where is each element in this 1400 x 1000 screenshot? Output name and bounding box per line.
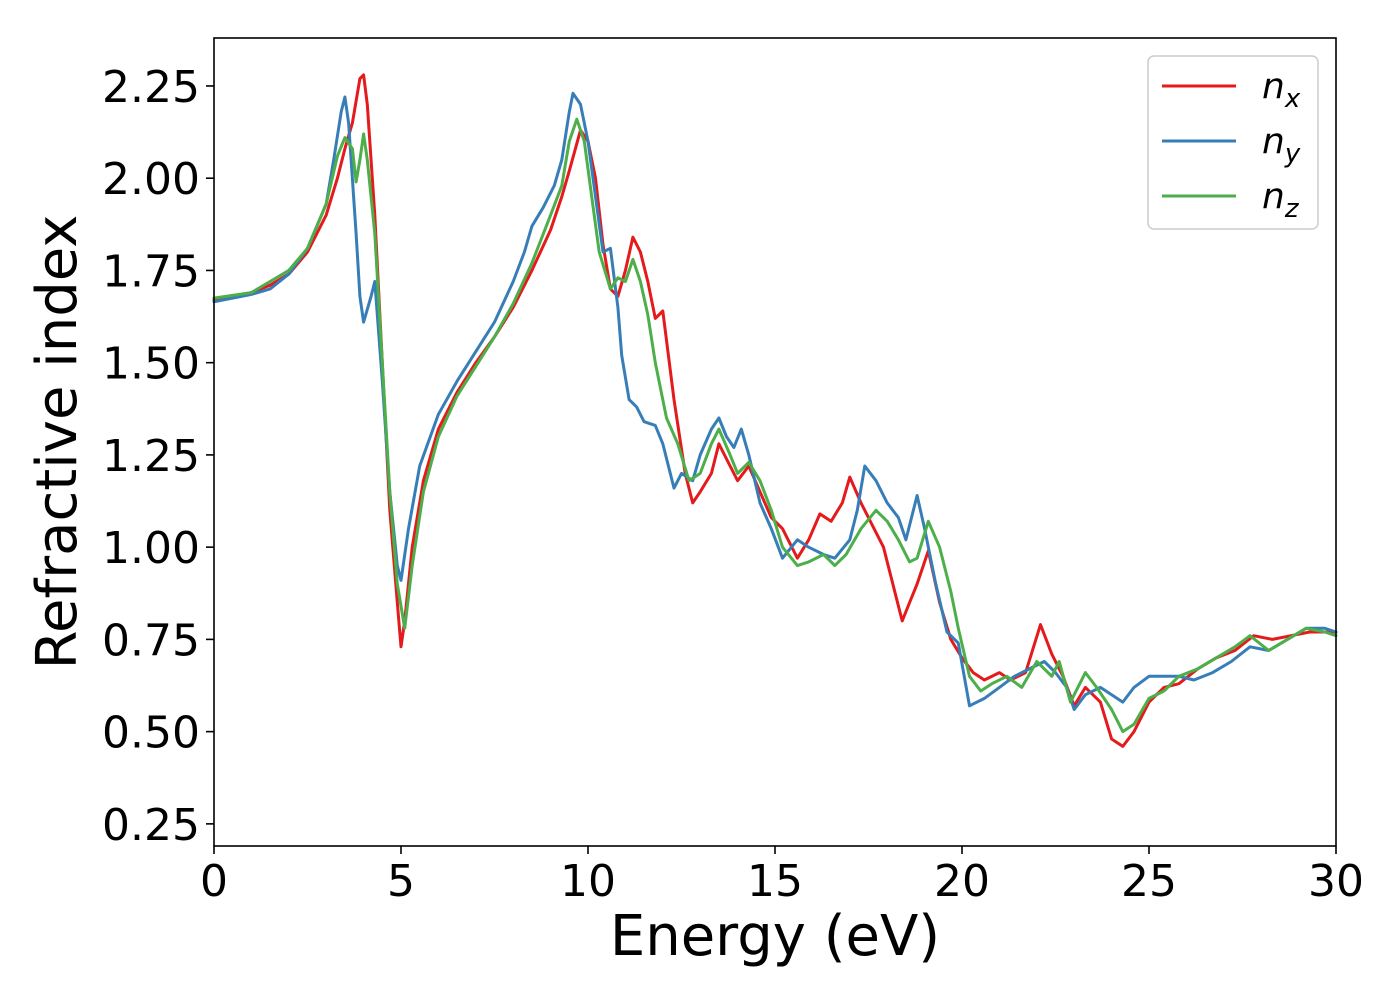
y-tick-label: 0.75 <box>102 615 200 666</box>
x-tick-label: 5 <box>387 856 415 907</box>
legend-label-subscript: z <box>1284 194 1300 224</box>
x-tick-label: 0 <box>200 856 228 907</box>
x-tick-label: 25 <box>1121 856 1177 907</box>
legend-label-base: n <box>1262 121 1285 162</box>
legend-label-subscript: y <box>1284 139 1301 169</box>
plot-series-group <box>212 73 1338 748</box>
x-axis-label: Energy (eV) <box>610 904 940 969</box>
y-tick-label: 0.25 <box>102 800 200 851</box>
y-tick-label: 2.00 <box>102 154 200 205</box>
legend-label-subscript: x <box>1284 84 1301 114</box>
y-tick-label: 1.25 <box>102 431 200 482</box>
legend-label-base: n <box>1262 176 1285 217</box>
y-tick-label: 0.50 <box>102 708 200 759</box>
y-tick-label: 1.50 <box>102 339 200 390</box>
x-tick-label: 15 <box>747 856 803 907</box>
y-tick-label: 2.25 <box>102 62 200 113</box>
y-tick-label: 1.75 <box>102 246 200 297</box>
series-line-x <box>212 73 1338 748</box>
legend-label-z: nz <box>1262 176 1300 224</box>
legend-label-x: nx <box>1262 66 1301 114</box>
y-axis-label: Refractive index <box>25 215 90 670</box>
x-tick-label: 30 <box>1308 856 1364 907</box>
legend-label-y: ny <box>1262 121 1301 169</box>
x-axis-ticks: 0 5 10 15 20 25 30 <box>200 846 1364 907</box>
y-axis-ticks: 0.25 0.50 0.75 1.00 1.25 1.50 1.75 2.00 2.25 <box>102 62 214 851</box>
series-line-z <box>212 117 1338 734</box>
x-tick-label: 10 <box>560 856 616 907</box>
x-tick-label: 20 <box>934 856 990 907</box>
y-tick-label: 1.00 <box>102 523 200 574</box>
legend-label-base: n <box>1262 66 1285 107</box>
